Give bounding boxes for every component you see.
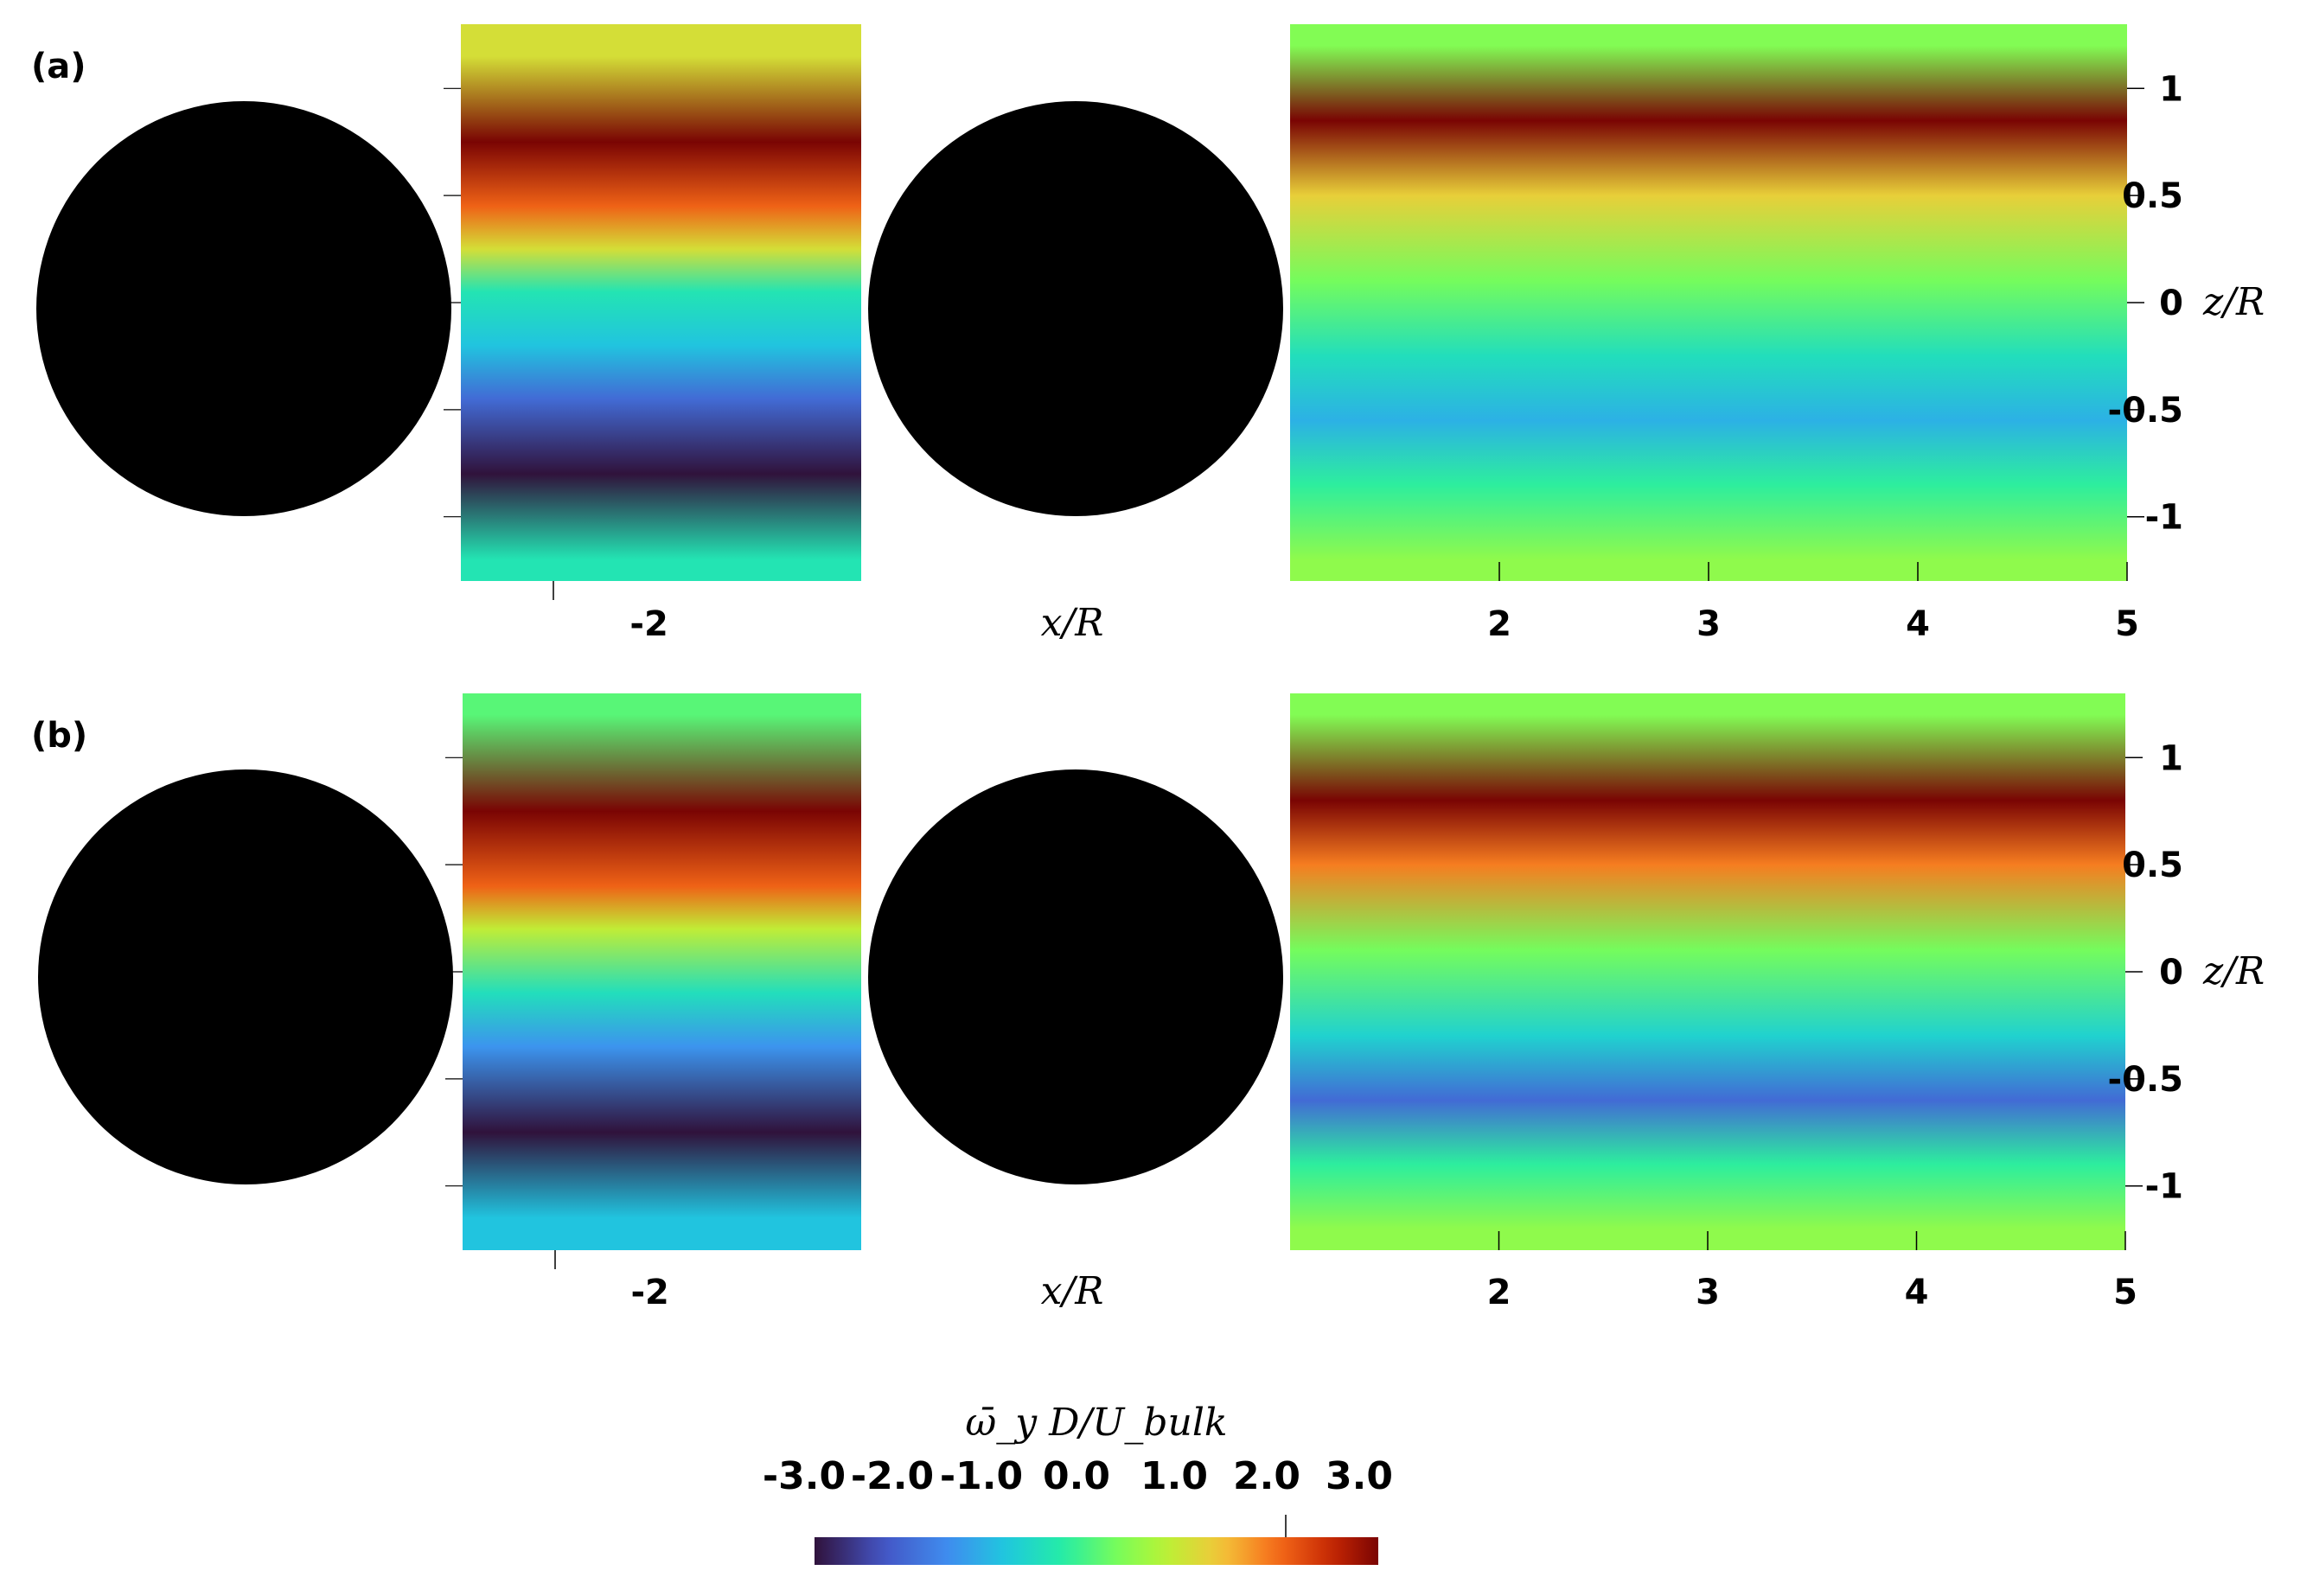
colorbar-tick-label: 0.0 [1043, 1454, 1110, 1498]
colorbar-tick-label: 2.0 [1233, 1454, 1300, 1498]
z-tick-label: 0.5 [2122, 176, 2183, 216]
panel-label: (a) [31, 47, 86, 86]
upstream-vorticity-field [461, 24, 861, 581]
z-axis-label: z/R [2202, 280, 2265, 324]
x-tick-label: -2 [629, 604, 668, 644]
colorbar-tick-label: 1.0 [1140, 1454, 1208, 1498]
z-tick-label: 0 [2159, 284, 2183, 323]
x-tick-label: 5 [2115, 604, 2139, 644]
x-tick-label: 3 [1696, 604, 1721, 644]
downstream-vorticity-field [1290, 24, 2127, 581]
colorbar: ω̄_y D/U_bulk -3.0 -2.0 -1.0 0.0 1.0 2.0 3.0 [763, 1401, 1393, 1565]
x-tick-label: 5 [2113, 1273, 2137, 1312]
x-tick-label: 4 [1905, 1273, 1929, 1312]
z-tick-label: 0 [2159, 953, 2183, 993]
z-tick-label: -1 [2145, 498, 2183, 538]
z-axis-label: z/R [2202, 949, 2265, 993]
colorbar-tick-label: -1.0 [940, 1454, 1023, 1498]
panel-label: (b) [31, 716, 87, 756]
colorbar-title: ω̄_y D/U_bulk [965, 1401, 1227, 1445]
z-tick-label: 1 [2159, 69, 2183, 109]
x-axis-label: x/R [1041, 1269, 1104, 1313]
x-tick-label: 2 [1487, 1273, 1511, 1312]
x-tick-label: 3 [1696, 1273, 1720, 1312]
panel-b: (b) 2 3 4 5 -2 x/R 1 0.5 0 -0.5 -1 z/R [31, 693, 2265, 1313]
upstream-cylinder [36, 101, 451, 516]
z-tick-label: -1 [2145, 1167, 2183, 1207]
z-tick-label: -0.5 [2108, 391, 2183, 431]
x-tick-label: -2 [630, 1273, 668, 1312]
downstream-cylinder [868, 769, 1283, 1184]
z-tick-label: -0.5 [2108, 1060, 2183, 1100]
upstream-vorticity-field [463, 693, 861, 1250]
panels: (a) 2 3 4 5 -2 x/R 1 0.5 0 -0.5 -1 z/R (b) 2 3 4 5 -2 x/R 1 0… [31, 24, 2265, 1313]
colorbar-tick-label: -3.0 [763, 1454, 846, 1498]
colorbar-ramp [815, 1537, 1378, 1565]
downstream-vorticity-field [1290, 693, 2125, 1250]
downstream-cylinder [868, 101, 1283, 516]
panel-a: (a) 2 3 4 5 -2 x/R 1 0.5 0 -0.5 -1 z/R [31, 24, 2265, 645]
colorbar-tick-label: 3.0 [1326, 1454, 1393, 1498]
z-tick-label: 0.5 [2122, 846, 2183, 885]
z-tick-label: 1 [2159, 738, 2183, 778]
x-tick-label: 2 [1487, 604, 1511, 644]
upstream-cylinder [38, 769, 453, 1184]
colorbar-tick-label: -2.0 [851, 1454, 934, 1498]
x-axis-label: x/R [1041, 601, 1104, 645]
x-tick-label: 4 [1906, 604, 1930, 644]
